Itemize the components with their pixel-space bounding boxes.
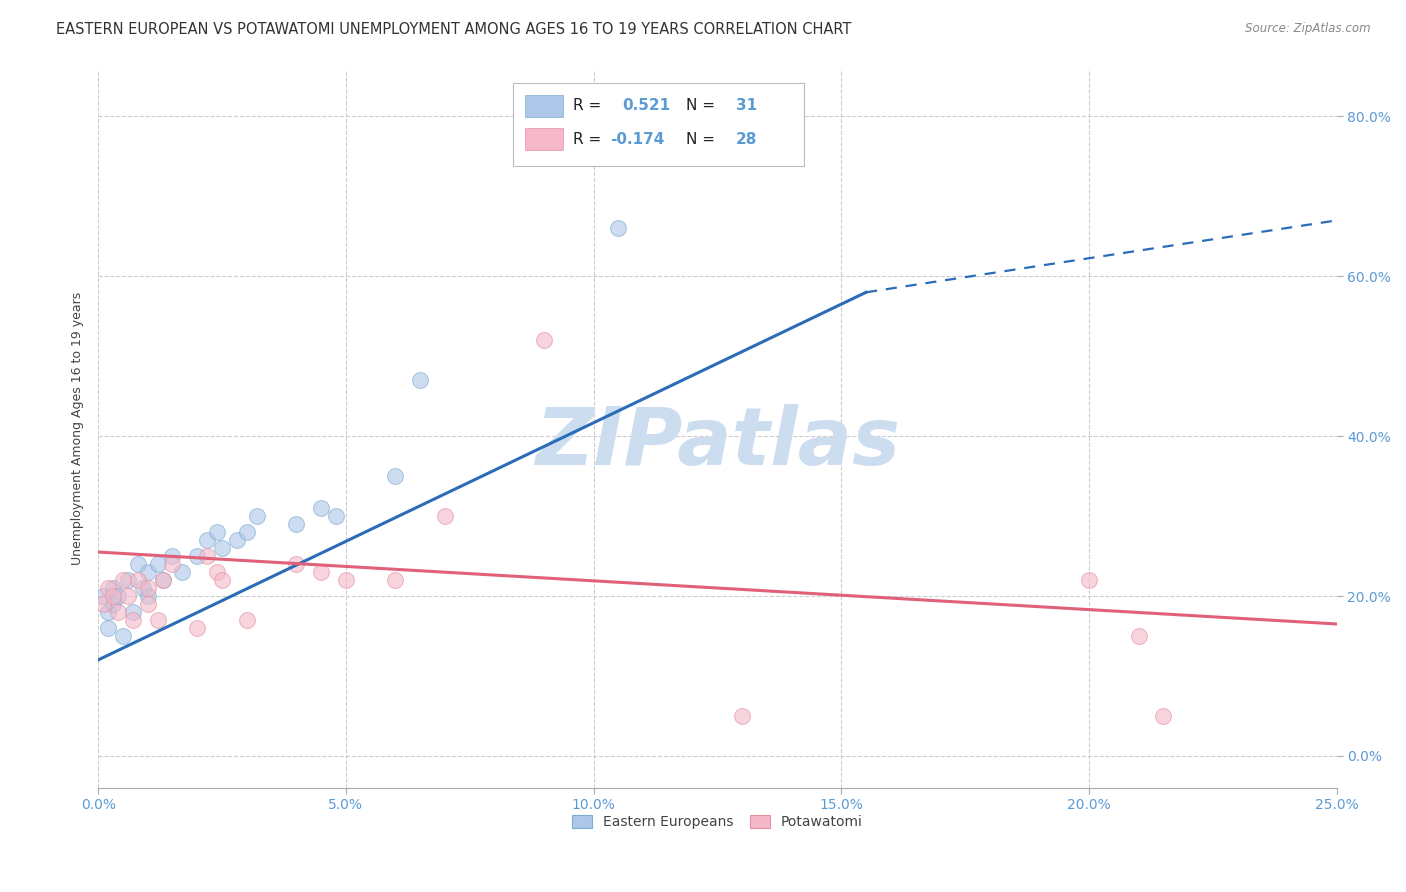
Point — [152, 573, 174, 587]
Point — [132, 581, 155, 595]
Point — [433, 509, 456, 524]
Point — [195, 549, 218, 563]
Text: R =: R = — [572, 98, 606, 113]
Point — [631, 149, 654, 163]
Point — [91, 597, 114, 611]
Point — [195, 533, 218, 547]
Point — [384, 573, 406, 587]
Point — [1152, 709, 1174, 723]
Text: EASTERN EUROPEAN VS POTAWATOMI UNEMPLOYMENT AMONG AGES 16 TO 19 YEARS CORRELATIO: EASTERN EUROPEAN VS POTAWATOMI UNEMPLOYM… — [56, 22, 852, 37]
Point — [409, 373, 432, 387]
Point — [111, 573, 134, 587]
Point — [107, 589, 129, 603]
FancyBboxPatch shape — [526, 95, 562, 117]
Text: N =: N = — [686, 98, 720, 113]
Point — [162, 549, 184, 563]
Point — [146, 613, 169, 627]
Point — [97, 621, 120, 635]
FancyBboxPatch shape — [513, 83, 804, 166]
Point — [97, 581, 120, 595]
FancyBboxPatch shape — [526, 128, 562, 150]
Point — [127, 557, 149, 571]
Text: 0.521: 0.521 — [621, 98, 671, 113]
Point — [117, 573, 139, 587]
Point — [285, 517, 308, 532]
Text: Source: ZipAtlas.com: Source: ZipAtlas.com — [1246, 22, 1371, 36]
Point — [107, 605, 129, 619]
Point — [121, 605, 143, 619]
Point — [309, 565, 332, 579]
Point — [152, 573, 174, 587]
Point — [162, 557, 184, 571]
Point — [533, 333, 555, 347]
Point — [607, 221, 630, 235]
Point — [101, 589, 124, 603]
Legend: Eastern Europeans, Potawatomi: Eastern Europeans, Potawatomi — [567, 809, 868, 835]
Point — [186, 621, 208, 635]
Point — [1078, 573, 1101, 587]
Point — [205, 524, 228, 539]
Point — [325, 509, 347, 524]
Point — [211, 573, 233, 587]
Point — [236, 613, 259, 627]
Point — [101, 581, 124, 595]
Point — [335, 573, 357, 587]
Point — [172, 565, 194, 579]
Point — [731, 709, 754, 723]
Text: -0.174: -0.174 — [610, 131, 664, 146]
Text: 28: 28 — [735, 131, 758, 146]
Point — [136, 597, 159, 611]
Text: N =: N = — [686, 131, 720, 146]
Point — [136, 581, 159, 595]
Point — [246, 509, 269, 524]
Point — [136, 589, 159, 603]
Point — [285, 557, 308, 571]
Point — [127, 573, 149, 587]
Point — [117, 589, 139, 603]
Point — [136, 565, 159, 579]
Point — [211, 541, 233, 555]
Text: 31: 31 — [735, 98, 756, 113]
Y-axis label: Unemployment Among Ages 16 to 19 years: Unemployment Among Ages 16 to 19 years — [72, 292, 84, 565]
Point — [121, 613, 143, 627]
Text: R =: R = — [572, 131, 606, 146]
Point — [91, 589, 114, 603]
Point — [205, 565, 228, 579]
Point — [384, 469, 406, 483]
Point — [97, 605, 120, 619]
Point — [236, 524, 259, 539]
Point — [101, 597, 124, 611]
Point — [146, 557, 169, 571]
Point — [309, 501, 332, 516]
Point — [225, 533, 247, 547]
Point — [1128, 629, 1150, 643]
Text: ZIPatlas: ZIPatlas — [534, 403, 900, 482]
Point — [111, 629, 134, 643]
Point — [186, 549, 208, 563]
